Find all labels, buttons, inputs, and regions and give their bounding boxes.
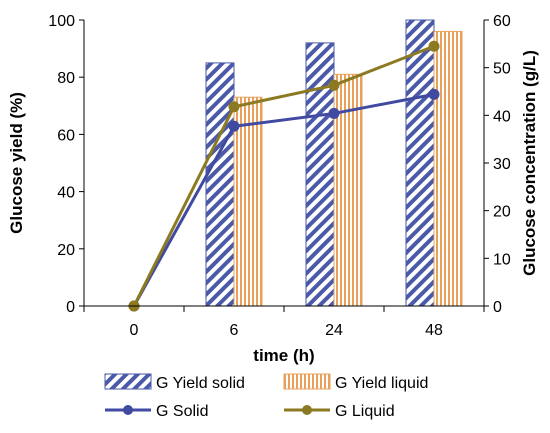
bar-yield-liquid-6: [233, 96, 263, 307]
lines-layer: [128, 40, 440, 312]
point-g-liquid-48: [428, 40, 440, 52]
y2-tick-label: 60: [493, 13, 511, 30]
legend-label-yield-solid: G Yield solid: [156, 375, 245, 392]
line-g-liquid: [132, 44, 435, 307]
x-axis-ticks: 0 6 24 48: [83, 306, 485, 339]
bar-yield-solid-6: [205, 62, 235, 307]
legend: G Yield solid G Yield liquid G Solid G L…: [104, 373, 428, 420]
y2-tick-label: 20: [493, 204, 511, 221]
legend-item-g-solid: G Solid: [105, 403, 208, 420]
x-tick-label: 48: [425, 322, 443, 339]
legend-item-g-liquid: G Liquid: [284, 403, 395, 420]
legend-label-g-liquid: G Liquid: [335, 403, 395, 420]
y2-axis-title: Glucose concentration (g/L): [520, 50, 539, 276]
y2-tick-label: 50: [493, 61, 511, 78]
point-g-solid-48: [428, 88, 440, 100]
y-tick-label: 60: [57, 127, 75, 144]
x-tick-label: 0: [130, 322, 139, 339]
x-tick-label: 6: [230, 322, 239, 339]
legend-swatch-yield-liquid: [283, 373, 331, 390]
legend-item-yield-liquid: G Yield liquid: [283, 373, 428, 392]
legend-swatch-yield-solid: [104, 373, 152, 390]
point-g-liquid-24: [328, 79, 340, 91]
legend-marker-g-solid: [123, 405, 133, 415]
y2-axis-ticks: 0 10 20 30 40 50 60: [484, 13, 511, 316]
y2-tick-label: 40: [493, 108, 511, 125]
y-tick-label: 80: [57, 70, 75, 87]
bars-layer: [205, 19, 463, 307]
point-g-solid-6: [228, 120, 240, 132]
line-g-solid: [132, 92, 435, 307]
y-axis-title: Glucose yield (%): [7, 92, 26, 234]
point-g-solid-24: [328, 107, 340, 119]
y2-tick-label: 0: [493, 299, 502, 316]
bar-yield-liquid-48: [433, 30, 463, 307]
legend-marker-g-liquid: [302, 405, 312, 415]
y-tick-label: 40: [57, 185, 75, 202]
x-tick-label: 24: [325, 322, 343, 339]
y-axis-ticks: 0 20 40 60 80 100: [48, 13, 84, 316]
legend-item-yield-solid: G Yield solid: [104, 373, 245, 392]
y2-tick-label: 10: [493, 251, 511, 268]
y2-tick-label: 30: [493, 156, 511, 173]
y-tick-label: 0: [66, 299, 75, 316]
point-g-liquid-6: [228, 101, 240, 113]
x-axis-title: time (h): [253, 346, 314, 365]
legend-label-yield-liquid: G Yield liquid: [335, 375, 428, 392]
bar-yield-solid-48: [405, 19, 435, 307]
legend-label-g-solid: G Solid: [156, 403, 208, 420]
y-tick-label: 20: [57, 242, 75, 259]
y-tick-label: 100: [48, 13, 75, 30]
